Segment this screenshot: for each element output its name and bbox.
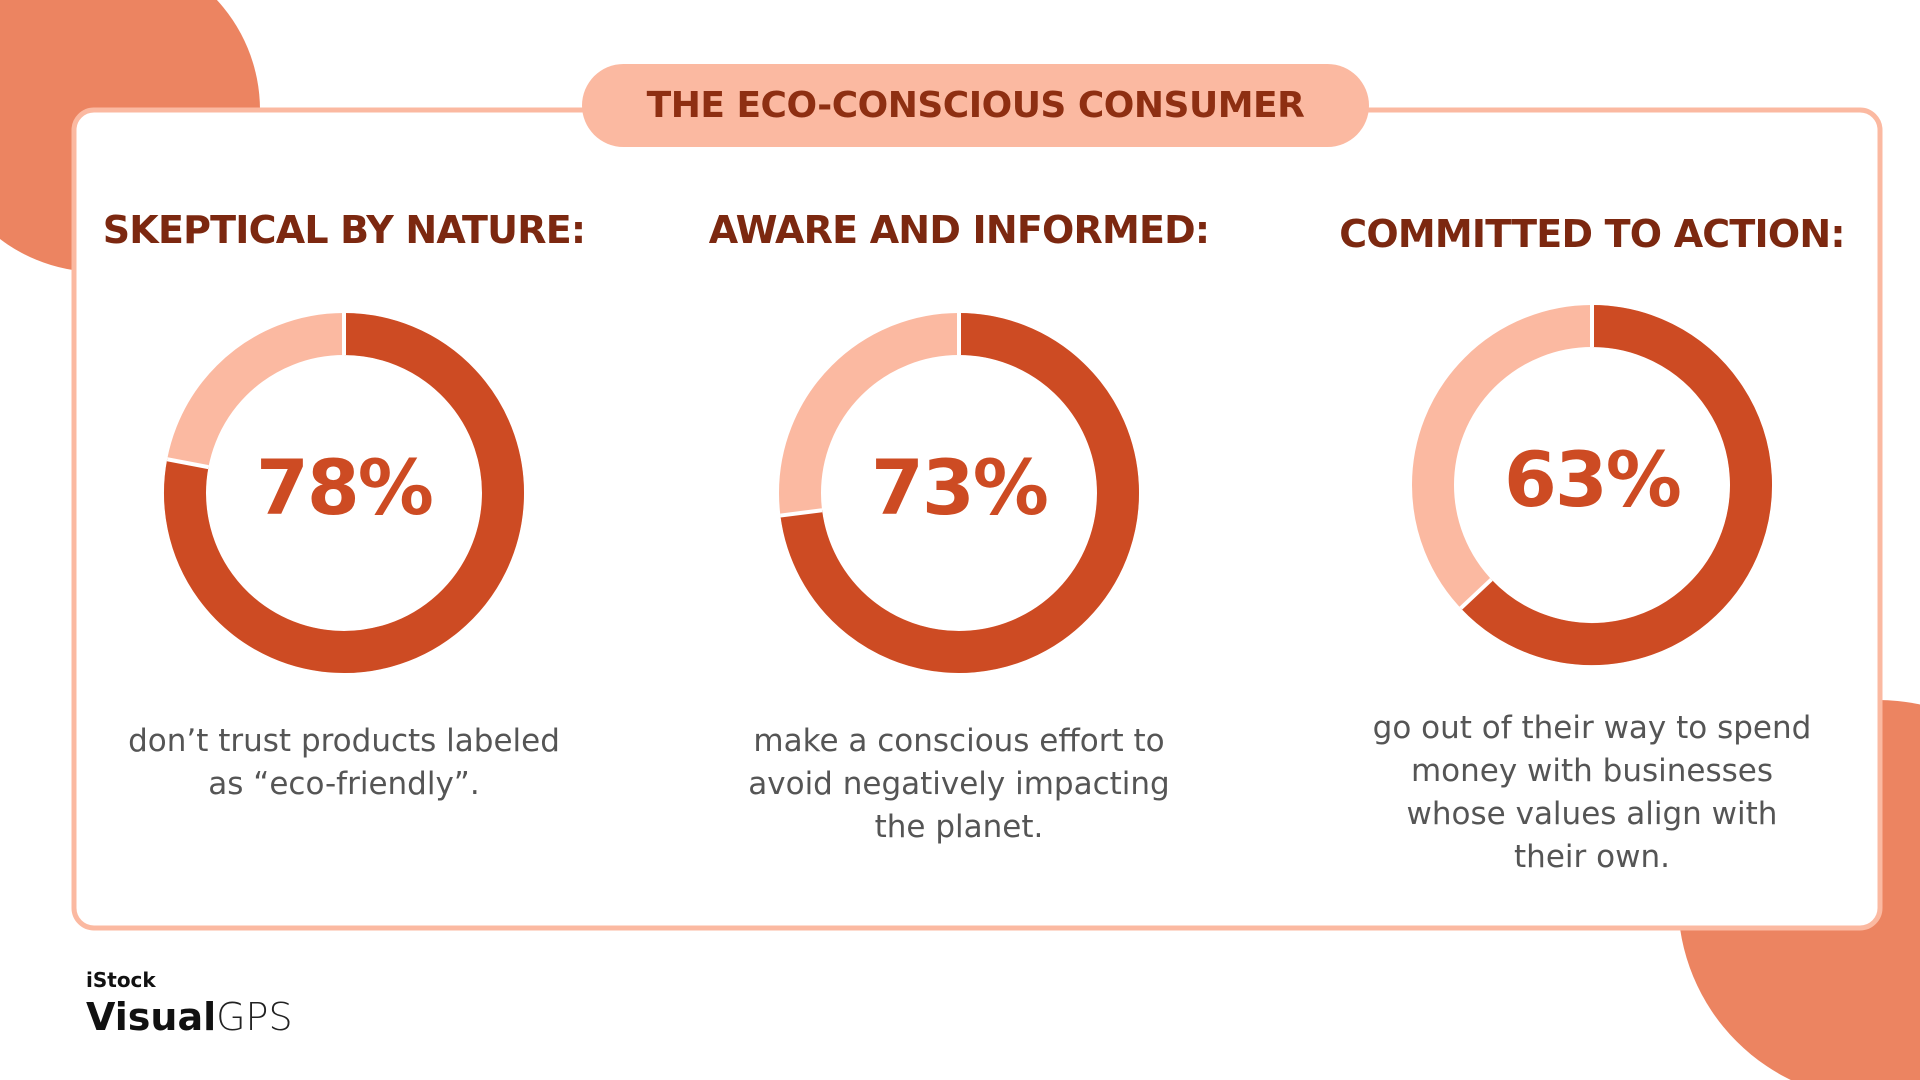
value-label: 78%: [256, 443, 434, 532]
chart-title: SKEPTICAL BY NATURE:: [102, 208, 586, 252]
brand: VisualGPS: [86, 995, 293, 1039]
segment-divider: [1459, 578, 1493, 610]
segment-divider: [780, 508, 823, 518]
description: don’t trust products labeled as “eco-fri…: [128, 723, 560, 802]
value-label: 73%: [871, 443, 1049, 532]
value-label: 63%: [1504, 435, 1682, 524]
donut-segment: [164, 313, 524, 673]
segment-divider: [166, 457, 209, 470]
description: make a conscious effort to avoid negativ…: [748, 723, 1170, 845]
chart-title: COMMITTED TO ACTION:: [1339, 212, 1845, 256]
brand-main: Visual: [86, 995, 217, 1039]
donut-segment: [780, 313, 1139, 673]
brand-sub: GPS: [216, 995, 293, 1039]
brand-top: iStock: [86, 968, 156, 992]
charts: [164, 305, 1772, 673]
chart-title: AWARE AND INFORMED:: [708, 208, 1210, 252]
description: go out of their way to spend money with …: [1372, 710, 1812, 875]
main-title: THE ECO-CONSCIOUS CONSUMER: [582, 64, 1369, 147]
donut-segment: [1460, 305, 1772, 665]
